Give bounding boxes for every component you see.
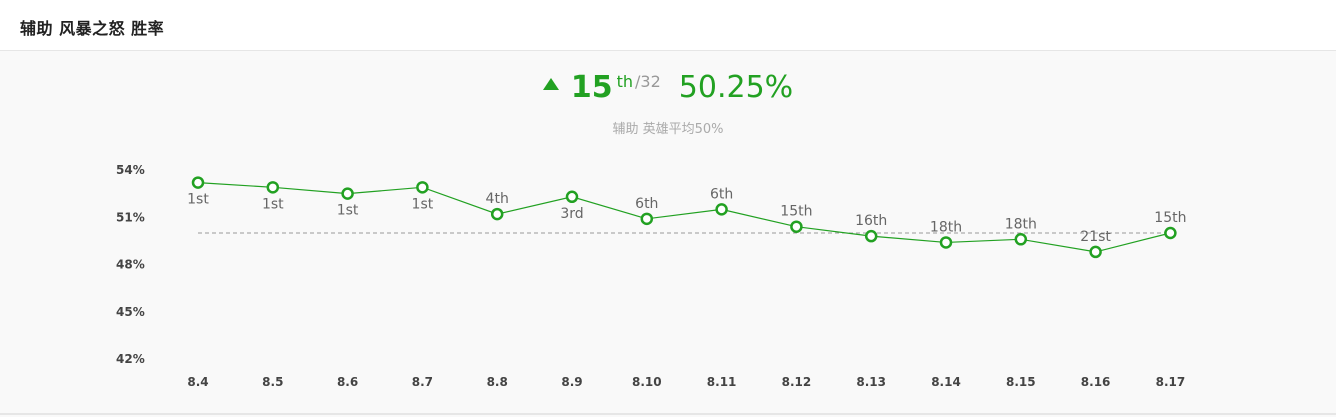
- rank-label: 18th: [930, 219, 962, 235]
- rank-label: 1st: [337, 203, 359, 219]
- trend-up-icon: [542, 77, 559, 90]
- rank-label: 16th: [855, 213, 887, 229]
- chart-panel: [0, 51, 1336, 417]
- average-subtitle: 辅助 英雄平均50%: [612, 122, 724, 137]
- rank-label: 1st: [187, 192, 209, 208]
- data-point: [565, 190, 579, 204]
- y-tick-label: 54%: [116, 163, 145, 177]
- data-point: [1164, 226, 1177, 240]
- data-point: [939, 236, 953, 249]
- rank-value: 15: [570, 70, 613, 105]
- data-point: [1014, 233, 1028, 246]
- rank-suffix: th: [616, 72, 634, 91]
- y-tick-label: 48%: [116, 258, 145, 272]
- x-tick-label: 8.16: [1081, 375, 1111, 389]
- data-point: [715, 203, 728, 216]
- x-tick-label: 8.8: [487, 375, 508, 389]
- data-point: [191, 176, 205, 189]
- y-tick-label: 51%: [116, 210, 145, 224]
- rank-label: 6th: [710, 186, 733, 202]
- rank-label: 4th: [486, 191, 509, 207]
- panel-bottom-border: [0, 413, 1336, 415]
- series-line: [197, 182, 1171, 253]
- x-tick-label: 8.7: [412, 375, 433, 389]
- x-tick-label: 8.9: [561, 375, 582, 389]
- data-point: [864, 229, 878, 243]
- x-tick-label: 8.5: [262, 375, 283, 389]
- data-point: [790, 220, 803, 233]
- rank-label: 15th: [1154, 210, 1186, 226]
- x-tick-label: 8.4: [187, 375, 208, 389]
- rank-total: /32: [635, 72, 661, 91]
- rank-label: 6th: [635, 196, 658, 212]
- data-point: [416, 181, 429, 194]
- x-tick-label: 8.6: [337, 375, 358, 389]
- x-tick-label: 8.10: [632, 375, 662, 389]
- x-tick-label: 8.12: [782, 375, 812, 389]
- data-point: [266, 181, 280, 194]
- y-tick-label: 45%: [116, 305, 145, 319]
- rank-label: 21st: [1080, 229, 1111, 245]
- rank-label: 1st: [412, 196, 434, 212]
- header-bar: 辅助 风暴之怒 胜率: [0, 0, 1336, 51]
- data-point: [640, 212, 654, 226]
- x-tick-label: 8.17: [1156, 375, 1186, 389]
- data-point: [490, 207, 504, 221]
- x-tick-label: 8.15: [1006, 375, 1036, 389]
- win-rate-value: 50.25%: [678, 70, 794, 105]
- data-point: [1089, 245, 1102, 259]
- rank-label: 15th: [780, 204, 812, 220]
- x-tick-label: 8.14: [931, 375, 961, 389]
- rank-label: 3rd: [560, 206, 583, 222]
- rank-label: 1st: [262, 196, 284, 212]
- rank-label: 18th: [1005, 216, 1037, 232]
- y-tick-label: 42%: [116, 352, 145, 366]
- page-title: 辅助 风暴之怒 胜率: [20, 19, 165, 38]
- data-point: [341, 187, 354, 200]
- x-tick-label: 8.11: [707, 375, 737, 389]
- x-tick-label: 8.13: [856, 375, 886, 389]
